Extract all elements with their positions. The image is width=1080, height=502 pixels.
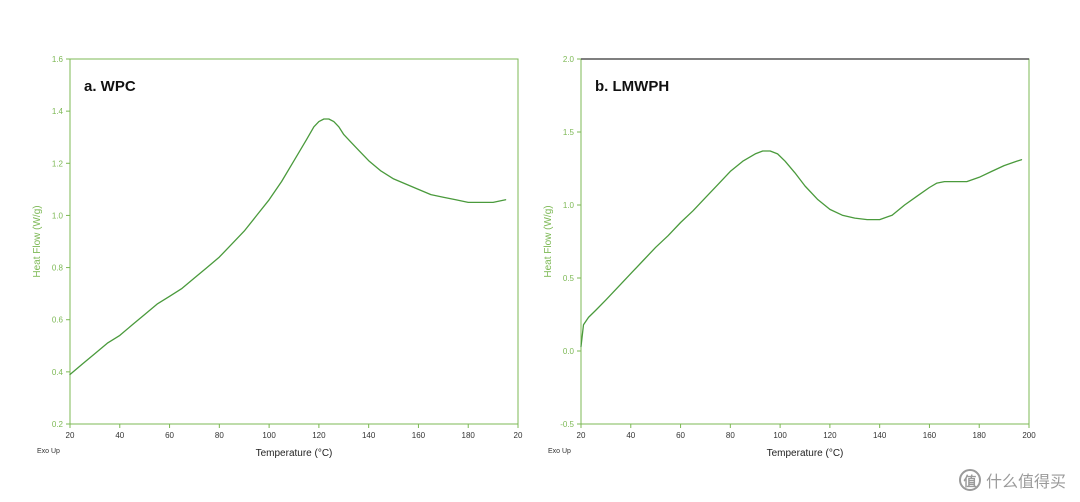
x-tick-label: 100 — [773, 431, 787, 440]
x-tick-label: 160 — [412, 431, 426, 440]
watermark: 值 什么值得买 — [958, 468, 1066, 492]
y-tick-label: 1.0 — [52, 211, 64, 220]
y-tick-label: 0.6 — [52, 316, 64, 325]
watermark-logo-icon: 值 — [958, 469, 981, 491]
x-tick-label: 60 — [676, 431, 685, 440]
x-tick-label: 60 — [165, 431, 174, 440]
x-tick-label: 80 — [726, 431, 735, 440]
x-tick-label: 200 — [1022, 431, 1036, 440]
x-tick-label: 140 — [362, 431, 376, 440]
y-tick-label: 1.0 — [563, 201, 575, 210]
y-tick-label: 2.0 — [563, 55, 575, 64]
y-tick-label: 1.6 — [52, 55, 64, 64]
x-tick-label: 100 — [262, 431, 276, 440]
x-tick-label: 40 — [115, 431, 124, 440]
x-tick-label: 40 — [626, 431, 635, 440]
y-tick-label: -0.5 — [560, 420, 574, 429]
x-tick-label: 80 — [215, 431, 224, 440]
y-tick-label: 1.2 — [52, 159, 64, 168]
y-tick-label: 0.4 — [52, 368, 64, 377]
exo-up-note: Exo Up — [37, 448, 60, 455]
watermark-text: 什么值得买 — [985, 472, 1066, 491]
x-axis-label: Temperature (°C) — [767, 448, 844, 459]
plot-frame — [580, 58, 1030, 425]
y-tick-label: 1.4 — [52, 107, 64, 116]
x-tick-label: 20 — [577, 431, 586, 440]
y-tick-label: 0.8 — [52, 264, 64, 273]
x-tick-label: 160 — [923, 431, 937, 440]
y-tick-label: 0.2 — [52, 420, 64, 429]
x-tick-label: 20 — [514, 431, 523, 440]
y-tick-label: 0.0 — [563, 347, 575, 356]
heat-flow-line — [580, 150, 1023, 348]
y-axis-label: Heat Flow (W/g) — [543, 205, 554, 277]
chart-1: 20 40 60 80 100 120 140 160 180 200.20.40.60.81.0… — [32, 55, 523, 459]
plot-frame — [69, 58, 519, 425]
y-axis-label: Heat Flow (W/g) — [32, 205, 43, 277]
chart-title: a. WPC — [84, 78, 136, 95]
chart-title: b. LMWPH — [595, 78, 669, 95]
chart-2: 20 40 60 80 100 120 140 160 180 200 -0.5 0.0 0.5 1.0 1… — [543, 55, 1036, 459]
y-tick-label: 1.5 — [563, 128, 575, 137]
x-tick-label: 120 — [312, 431, 326, 440]
x-axis-label: Temperature (°C) — [256, 448, 333, 459]
exo-up-note: Exo Up — [548, 448, 571, 455]
x-tick-label: 20 — [66, 431, 75, 440]
x-tick-label: 120 — [823, 431, 837, 440]
heat-flow-line — [69, 118, 507, 376]
x-tick-label: 140 — [873, 431, 887, 440]
x-tick-label: 180 — [462, 431, 476, 440]
y-tick-label: 0.5 — [563, 274, 575, 283]
x-tick-label: 180 — [973, 431, 987, 440]
